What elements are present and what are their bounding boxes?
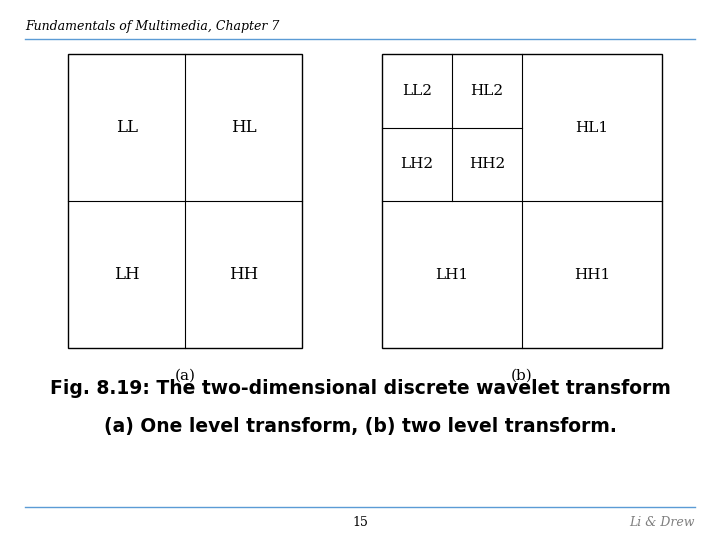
Text: (a): (a) bbox=[175, 369, 196, 383]
Text: HH1: HH1 bbox=[574, 268, 611, 282]
Text: HH2: HH2 bbox=[469, 157, 505, 171]
Text: HL: HL bbox=[231, 119, 257, 136]
Text: LL: LL bbox=[116, 119, 138, 136]
Text: LH: LH bbox=[114, 266, 140, 283]
Text: Fundamentals of Multimedia, Chapter 7: Fundamentals of Multimedia, Chapter 7 bbox=[25, 20, 279, 33]
Text: (b): (b) bbox=[511, 369, 533, 383]
Text: (a) One level transform, (b) two level transform.: (a) One level transform, (b) two level t… bbox=[104, 417, 616, 436]
Text: HH: HH bbox=[229, 266, 258, 283]
Text: Fig. 8.19: The two-dimensional discrete wavelet transform: Fig. 8.19: The two-dimensional discrete … bbox=[50, 379, 670, 399]
Text: HL2: HL2 bbox=[470, 84, 503, 98]
Text: LH2: LH2 bbox=[400, 157, 433, 171]
Text: Li & Drew: Li & Drew bbox=[629, 516, 695, 529]
Text: LH1: LH1 bbox=[435, 268, 469, 282]
Text: HL1: HL1 bbox=[575, 120, 609, 134]
Text: 15: 15 bbox=[352, 516, 368, 529]
Bar bbox=[382, 54, 662, 348]
Text: LL2: LL2 bbox=[402, 84, 432, 98]
Bar bbox=[68, 54, 302, 348]
